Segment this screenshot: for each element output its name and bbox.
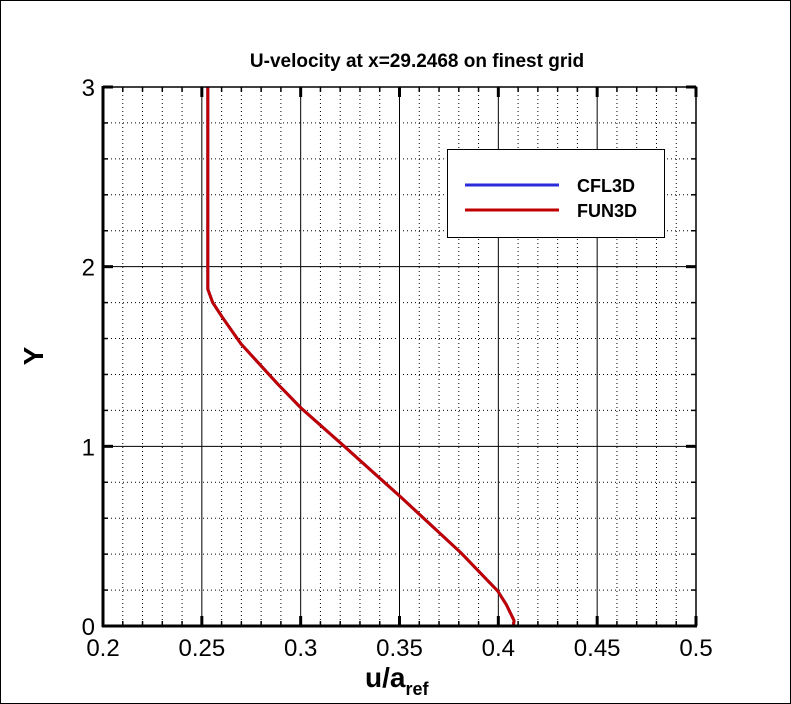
x-tick-label: 0.25 <box>178 635 225 662</box>
legend-label-fun3d: FUN3D <box>577 201 637 221</box>
y-tick-label: 1 <box>82 434 95 461</box>
series-line-fun3d <box>206 87 516 627</box>
y-axis-label: Y <box>18 346 49 365</box>
x-axis-label-main: u/a <box>365 662 406 693</box>
x-axis-label-subscript: ref <box>405 679 429 699</box>
legend-box <box>447 149 665 238</box>
y-tick-label: 3 <box>82 75 95 102</box>
x-tick-label: 0.4 <box>482 635 515 662</box>
x-tick-label: 0.45 <box>574 635 621 662</box>
y-tick-label: 2 <box>82 255 95 282</box>
axes: 0.2 0.25 0.3 0.35 0.4 0.45 0.5 0 1 2 3 <box>82 75 713 662</box>
x-tick-label: 0.35 <box>376 635 423 662</box>
x-tick-label: 0.2 <box>86 635 119 662</box>
x-tick-label: 0.5 <box>679 635 712 662</box>
series-lines <box>206 87 516 627</box>
x-tick-label: 0.3 <box>284 635 317 662</box>
y-tick-label: 0 <box>82 614 95 641</box>
chart-title: U-velocity at x=29.2468 on finest grid <box>250 51 584 72</box>
x-axis-label: u/aref <box>365 662 429 699</box>
legend-label-cfl3d: CFL3D <box>577 176 635 196</box>
legend: CFL3D FUN3D <box>447 149 665 238</box>
